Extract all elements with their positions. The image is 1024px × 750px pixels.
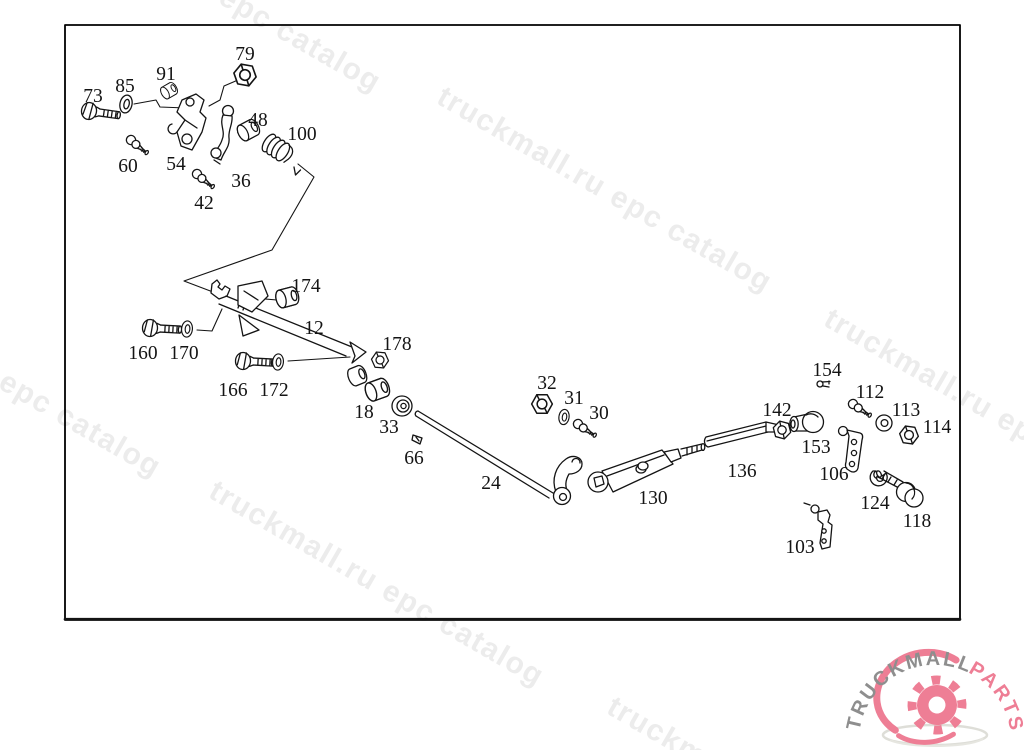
label-42: 42 [194, 193, 214, 214]
label-32: 32 [537, 373, 557, 394]
label-130: 130 [638, 488, 667, 509]
label-24: 24 [481, 473, 501, 494]
label-33: 33 [379, 417, 399, 438]
part-153-ball [789, 410, 825, 434]
part-labels: 79 91 85 73 60 54 48 36 42 100 174 12 16… [83, 44, 951, 558]
label-166: 166 [218, 380, 248, 401]
label-79: 79 [235, 44, 255, 65]
label-85: 85 [115, 76, 135, 97]
label-106: 106 [819, 464, 849, 485]
label-100: 100 [287, 124, 316, 145]
label-118: 118 [903, 511, 932, 532]
label-112: 112 [856, 382, 885, 403]
label-66: 66 [404, 448, 424, 469]
part-18-bushing [362, 376, 393, 404]
label-113: 113 [892, 400, 921, 421]
label-124: 124 [860, 493, 890, 514]
part-113-ring [875, 414, 893, 432]
label-136: 136 [727, 461, 757, 482]
part-33-grommet [391, 395, 413, 417]
label-18: 18 [354, 402, 374, 423]
label-36: 36 [231, 171, 251, 192]
label-30: 30 [589, 403, 609, 424]
label-174: 174 [291, 276, 321, 297]
label-142: 142 [762, 400, 791, 421]
label-73: 73 [83, 86, 103, 107]
part-31-washer [557, 408, 571, 426]
part-36-link [210, 104, 235, 165]
part-103-bracket [803, 502, 833, 550]
label-178: 178 [382, 334, 411, 355]
crank-lever [552, 455, 583, 506]
part-24-rod [414, 410, 554, 499]
part-106-link [837, 425, 864, 473]
truckmall-parts-logo: TRUCKMALL PARTS [845, 648, 1024, 748]
label-170: 170 [169, 343, 198, 364]
part-100-spring [261, 133, 302, 176]
part-124-clip [869, 470, 888, 487]
label-31: 31 [564, 388, 584, 409]
part-60-screw [123, 132, 153, 157]
part-166-bolt [234, 351, 276, 372]
part-170-washer [180, 319, 194, 339]
label-54: 54 [166, 154, 186, 175]
part-32-nut [530, 394, 554, 414]
label-103: 103 [785, 537, 814, 558]
part-160-bolt [141, 318, 183, 339]
label-160: 160 [128, 343, 157, 364]
logo-swoosh [881, 723, 989, 748]
part-172-washer [271, 352, 285, 372]
part-42-screw [189, 166, 219, 191]
part-66-clip [411, 434, 423, 445]
label-48: 48 [248, 110, 268, 131]
logo-text-parts: PARTS [965, 658, 1024, 734]
part-12-rod [210, 279, 368, 387]
part-54-bracket [167, 93, 207, 151]
part-154-pin [816, 380, 831, 388]
label-91: 91 [156, 64, 176, 85]
label-114: 114 [923, 417, 952, 438]
part-130-cylinder [587, 442, 706, 493]
label-153: 153 [801, 437, 830, 458]
part-118-bolt [875, 470, 924, 508]
label-60: 60 [118, 156, 138, 177]
label-12: 12 [304, 318, 324, 339]
label-172: 172 [259, 380, 288, 401]
logo-text-2: PARTS [965, 658, 1024, 734]
part-79-nut [231, 62, 259, 88]
label-154: 154 [812, 360, 842, 381]
part-114-nut [897, 424, 921, 446]
